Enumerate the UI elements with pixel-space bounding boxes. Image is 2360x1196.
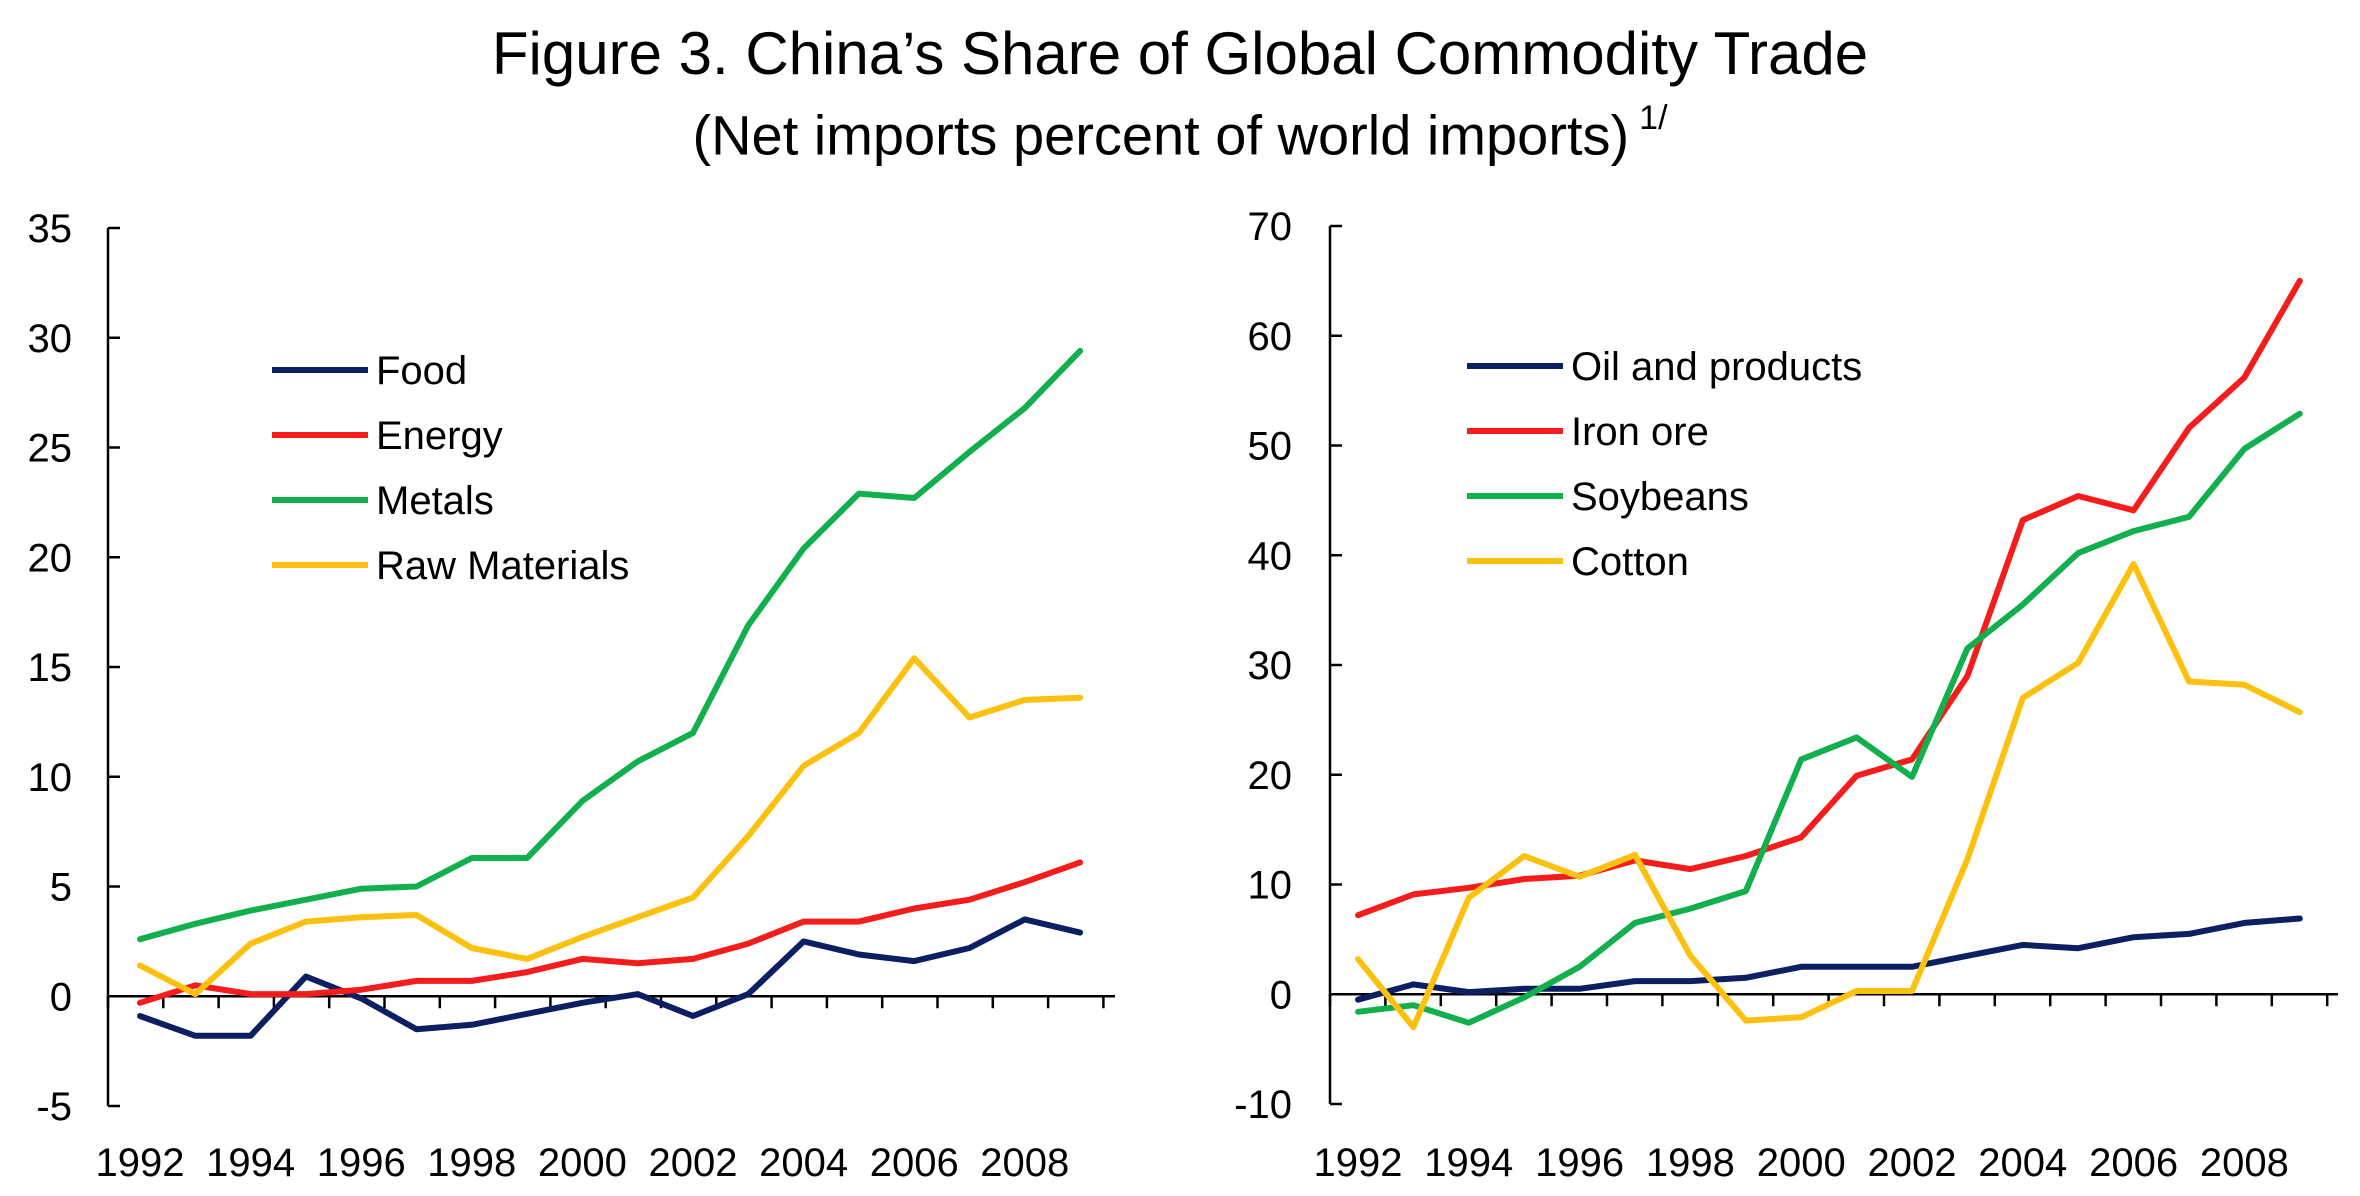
left-y-tick-label: -5 [36,1085,72,1129]
left-y-tick-label: 10 [28,756,73,800]
left-y-tick-label: 35 [28,207,73,251]
right-legend-label-iron-ore: Iron ore [1571,410,1709,454]
right-x-tick-label: 2000 [1757,1141,1846,1185]
left-series-line-raw-materials [137,655,1084,998]
left-y-tick-label: 20 [28,536,73,580]
left-y-tick-label: 25 [28,427,73,471]
left-legend-label-energy: Energy [376,414,503,458]
figure-subtitle-footnote-marker: 1/ [1639,99,1668,137]
right-panel-chart: -10 0 10 20 30 40 50 60 70 1992 1994 1996 1998 2000 20… [1234,205,2338,1185]
left-x-tick-label: 2004 [759,1141,848,1185]
right-legend-label-cotton: Cotton [1571,540,1689,584]
right-y-tick-label: 30 [1248,644,1293,688]
right-x-tick-label: 2004 [1978,1141,2067,1185]
left-y-tick-label: 15 [28,646,73,690]
right-y-tick-label: 70 [1248,205,1293,249]
left-x-tick-label: 2000 [538,1141,627,1185]
figure-subtitle-line: (Net imports percent of world imports) 1/ [0,88,2360,172]
left-series-line-metals [137,347,1084,943]
right-x-tick-label: 1998 [1646,1141,1735,1185]
left-series-line-food [137,916,1084,1039]
right-x-tick-label: 2006 [2089,1141,2178,1185]
right-series-line-cotton [1355,561,2303,1031]
left-x-tick-label: 2002 [649,1141,738,1185]
right-y-tick-label: -10 [1234,1083,1292,1127]
right-y-tick-label: 0 [1270,973,1292,1017]
right-legend-label-oil-and-products: Oil and products [1571,345,1862,389]
left-x-tick-label: 1994 [206,1141,295,1185]
right-x-tick-label: 2008 [2200,1141,2289,1185]
right-y-tick-label: 60 [1248,315,1293,359]
left-x-tick-label: 2008 [980,1141,1069,1185]
right-series-line-soybeans [1355,410,2303,1026]
right-x-tick-label: 1994 [1424,1141,1513,1185]
left-legend-label-food: Food [376,349,467,393]
right-y-tick-label: 10 [1248,864,1293,908]
left-y-tick-label: 30 [28,317,73,361]
left-panel-chart: -5 0 5 10 15 20 25 30 35 1992 1994 1996 1998 2000 2002… [28,207,1115,1185]
left-y-tick-label: 0 [50,975,72,1019]
right-legend-label-soybeans: Soybeans [1571,475,1749,519]
left-x-tick-label: 1998 [427,1141,516,1185]
right-y-tick-label: 50 [1248,425,1293,469]
right-x-tick-label: 1996 [1535,1141,1624,1185]
left-x-tick-label: 1992 [96,1141,185,1185]
left-x-tick-label: 1996 [317,1141,406,1185]
right-y-tick-label: 40 [1248,534,1293,578]
left-series-line-energy [137,859,1084,1006]
right-series-line-iron-ore [1355,277,2303,919]
right-x-tick-label: 1992 [1314,1141,1403,1185]
right-series-line-oil-and-products [1355,915,2303,1003]
right-y-tick-label: 20 [1248,754,1293,798]
figure-subtitle: (Net imports percent of world imports) [692,103,1630,167]
right-x-tick-label: 2002 [1868,1141,1957,1185]
left-legend-label-raw-materials: Raw Materials [376,544,629,588]
left-legend-label-metals: Metals [376,479,494,523]
figure-title: Figure 3. China’s Share of Global Commod… [491,20,1869,87]
left-x-tick-label: 2006 [870,1141,959,1185]
left-y-tick-label: 5 [50,866,72,910]
